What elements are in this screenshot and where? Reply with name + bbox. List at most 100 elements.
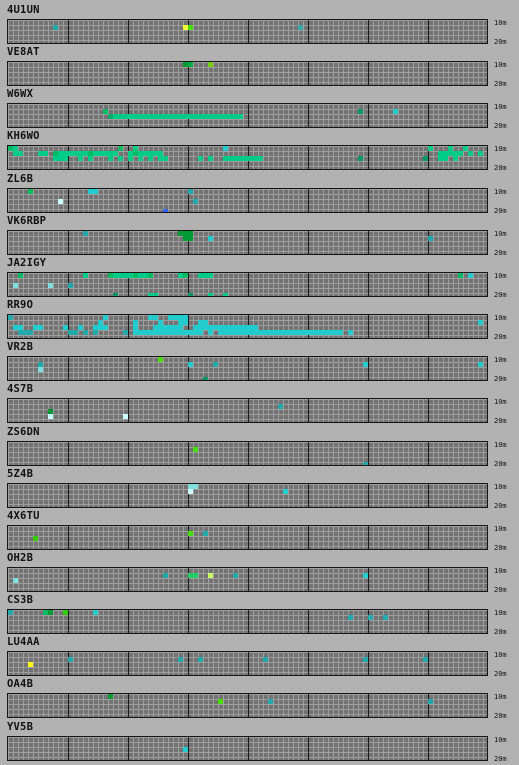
station-callsign: W6WX <box>7 88 34 100</box>
hour-divider <box>368 315 369 338</box>
signal-spot <box>133 146 138 151</box>
hour-divider <box>248 610 249 633</box>
hour-divider <box>308 189 309 212</box>
band-label-bottom: 20m <box>494 586 507 594</box>
signal-spot <box>138 156 143 161</box>
hour-divider <box>428 399 429 422</box>
hour-divider <box>368 62 369 85</box>
station-callsign: ZL6B <box>7 173 34 185</box>
signal-spot <box>68 151 73 156</box>
signal-spot <box>138 151 143 156</box>
signal-spot <box>453 151 458 156</box>
signal-spot <box>58 156 63 161</box>
signal-spot <box>168 114 173 119</box>
station-callsign: ZS6DN <box>7 426 40 438</box>
signal-spot <box>123 414 128 419</box>
signal-spot <box>268 699 273 704</box>
hour-divider <box>248 526 249 549</box>
signal-spot <box>28 330 33 335</box>
band-time-grid <box>7 651 488 676</box>
band-time-grid <box>7 145 488 170</box>
signal-spot <box>218 325 223 330</box>
station-callsign: RR9O <box>7 299 34 311</box>
signal-spot <box>303 330 308 335</box>
signal-spot <box>368 615 373 620</box>
signal-spot <box>188 531 193 536</box>
signal-spot <box>468 151 473 156</box>
hour-divider <box>368 273 369 296</box>
signal-spot <box>193 199 198 204</box>
hour-divider <box>68 231 69 254</box>
band-label-bottom: 20m <box>494 670 507 678</box>
hour-divider <box>308 652 309 675</box>
band-label-top: 10m <box>494 19 507 27</box>
signal-spot <box>468 273 473 278</box>
signal-spot <box>438 151 443 156</box>
hour-divider <box>68 568 69 591</box>
band-time-grid <box>7 230 488 255</box>
band-label-bottom: 20m <box>494 164 507 172</box>
signal-spot <box>228 156 233 161</box>
signal-spot <box>183 320 188 325</box>
signal-spot <box>188 362 193 367</box>
signal-spot <box>203 320 208 325</box>
signal-spot <box>53 151 58 156</box>
hour-divider <box>428 62 429 85</box>
hour-divider <box>368 694 369 717</box>
signal-spot <box>423 657 428 662</box>
signal-spot <box>208 573 213 578</box>
signal-spot <box>38 151 43 156</box>
signal-spot <box>38 362 43 367</box>
signal-spot <box>173 330 178 335</box>
signal-spot <box>148 114 153 119</box>
signal-spot <box>183 114 188 119</box>
signal-spot <box>178 325 183 330</box>
signal-spot <box>193 447 198 452</box>
signal-spot <box>183 315 188 320</box>
signal-spot <box>158 330 163 335</box>
signal-spot <box>253 325 258 330</box>
signal-spot <box>243 156 248 161</box>
signal-spot <box>148 315 153 320</box>
station-callsign: LU4AA <box>7 636 40 648</box>
band-time-grid <box>7 103 488 128</box>
band-time-grid <box>7 272 488 297</box>
signal-spot <box>78 325 83 330</box>
hour-divider <box>188 737 189 760</box>
signal-spot <box>203 531 208 536</box>
signal-spot <box>273 330 278 335</box>
hour-divider <box>248 442 249 465</box>
signal-spot <box>133 330 138 335</box>
signal-spot <box>443 156 448 161</box>
signal-spot <box>238 156 243 161</box>
signal-spot <box>78 156 83 161</box>
signal-spot <box>153 151 158 156</box>
signal-spot <box>28 189 33 194</box>
hour-divider <box>188 189 189 212</box>
signal-spot <box>193 484 198 489</box>
signal-spot <box>138 273 143 278</box>
band-label-bottom: 20m <box>494 712 507 720</box>
signal-spot <box>248 156 253 161</box>
signal-spot <box>448 151 453 156</box>
signal-spot <box>163 156 168 161</box>
signal-spot <box>68 330 73 335</box>
signal-spot <box>178 273 183 278</box>
signal-spot <box>443 151 448 156</box>
hour-divider <box>428 526 429 549</box>
station-callsign: OH2B <box>7 552 34 564</box>
station-callsign: 4U1UN <box>7 4 40 16</box>
station-callsign: 4S7B <box>7 383 34 395</box>
signal-spot <box>133 151 138 156</box>
signal-spot <box>58 151 63 156</box>
signal-spot <box>183 236 188 241</box>
signal-spot <box>188 236 193 241</box>
signal-spot <box>458 273 463 278</box>
band-label-bottom: 20m <box>494 333 507 341</box>
hour-divider <box>308 357 309 380</box>
band-label-top: 10m <box>494 483 507 491</box>
signal-spot <box>253 330 258 335</box>
signal-spot <box>128 156 133 161</box>
band-label-bottom: 20m <box>494 122 507 130</box>
band-label-bottom: 20m <box>494 38 507 46</box>
